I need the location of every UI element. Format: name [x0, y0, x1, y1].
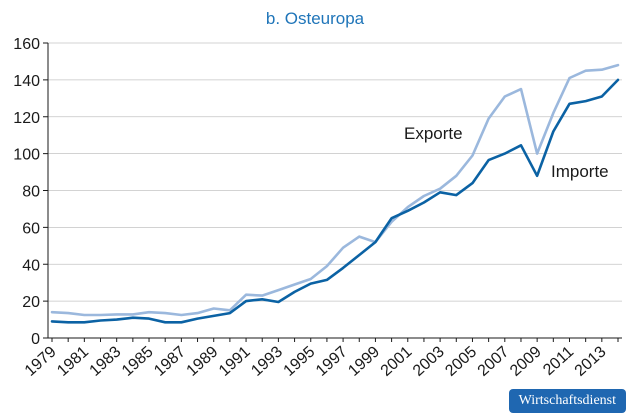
y-tick-labels: 0 20 40 60 80 100 120 140 160	[13, 36, 40, 348]
x-tick-label-1979: 1979	[22, 343, 60, 380]
axes	[43, 42, 622, 342]
x-tick-label-2005: 2005	[442, 343, 480, 380]
x-tick-label-2013: 2013	[572, 343, 610, 380]
x-tick-label-1989: 1989	[184, 343, 222, 380]
y-tick-label-0: 0	[31, 331, 40, 348]
x-tick-label-2001: 2001	[378, 343, 416, 380]
series-line-exporte	[50, 63, 620, 317]
x-tick-label-1997: 1997	[313, 343, 351, 380]
y-tick-label-60: 60	[22, 220, 40, 237]
x-tick-label-2011: 2011	[540, 343, 577, 379]
series-lines	[50, 63, 620, 324]
grid-lines	[48, 42, 622, 302]
x-tick-label-1991: 1991	[216, 343, 254, 380]
x-tick-labels: 1979198119831985198719891991199319951997…	[22, 343, 610, 380]
x-tick-label-1985: 1985	[119, 343, 157, 380]
series-line-importe	[50, 78, 620, 324]
x-tick-label-1995: 1995	[281, 343, 319, 380]
series-label-exporte: Exporte	[404, 124, 463, 143]
y-tick-label-120: 120	[13, 110, 40, 127]
x-tick-label-1999: 1999	[345, 343, 383, 380]
y-tick-label-80: 80	[22, 184, 40, 201]
y-tick-label-20: 20	[22, 294, 40, 311]
publisher-badge: Wirtschaftsdienst	[508, 389, 626, 413]
y-tick-label-160: 160	[13, 36, 40, 53]
y-tick-label-140: 140	[13, 73, 40, 90]
x-tick-label-1983: 1983	[87, 343, 125, 380]
series-label-importe: Importe	[551, 162, 609, 181]
x-tick-label-2007: 2007	[475, 343, 513, 380]
chart-title: b. Osteuropa	[266, 9, 365, 28]
y-tick-label-40: 40	[22, 257, 40, 274]
y-tick-label-100: 100	[13, 147, 40, 164]
x-tick-label-2009: 2009	[507, 343, 545, 380]
x-tick-label-1993: 1993	[248, 343, 286, 380]
x-tick-label-1981: 1981	[54, 343, 92, 380]
x-tick-label-1987: 1987	[151, 343, 189, 380]
x-tick-label-2003: 2003	[410, 343, 448, 380]
